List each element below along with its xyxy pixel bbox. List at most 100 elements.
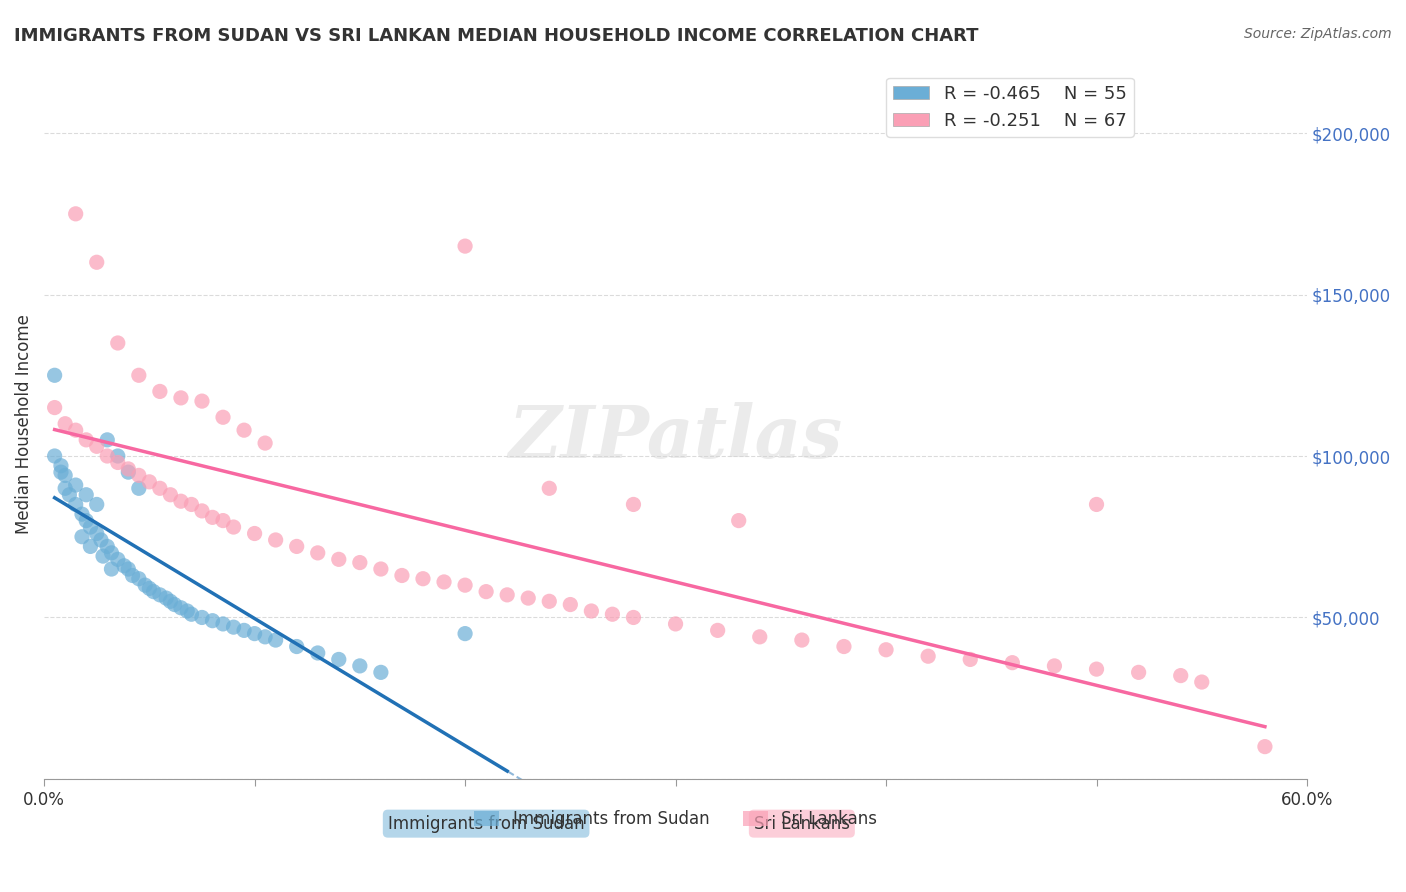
Point: [349, 659, 371, 673]
Point: [433, 574, 456, 589]
Text: Source: ZipAtlas.com: Source: ZipAtlas.com: [1244, 27, 1392, 41]
Point: [212, 410, 235, 425]
Point: [86, 255, 108, 269]
Point: [86, 439, 108, 453]
Point: [149, 588, 172, 602]
Point: [170, 391, 193, 405]
Point: [70, 530, 93, 544]
Legend: Immigrants from Sudan, Sri Lankans: Immigrants from Sudan, Sri Lankans: [468, 803, 883, 835]
Point: [391, 568, 413, 582]
Point: [90, 533, 112, 547]
Point: [454, 626, 477, 640]
Point: [53, 417, 76, 431]
Point: [75, 433, 97, 447]
Point: [1128, 665, 1150, 680]
Text: IMMIGRANTS FROM SUDAN VS SRI LANKAN MEDIAN HOUSEHOLD INCOME CORRELATION CHART: IMMIGRANTS FROM SUDAN VS SRI LANKAN MEDI…: [14, 27, 979, 45]
Point: [201, 614, 224, 628]
Point: [96, 433, 118, 447]
Point: [117, 462, 139, 476]
Point: [496, 588, 519, 602]
Point: [349, 556, 371, 570]
Point: [1085, 662, 1108, 676]
Point: [538, 594, 561, 608]
Text: Sri Lankans: Sri Lankans: [754, 814, 849, 832]
Point: [142, 584, 165, 599]
Point: [454, 578, 477, 592]
Point: [128, 368, 150, 383]
Point: [44, 368, 66, 383]
Point: [917, 649, 939, 664]
Point: [875, 642, 897, 657]
Point: [65, 478, 87, 492]
Point: [201, 510, 224, 524]
Point: [49, 465, 72, 479]
Y-axis label: Median Household Income: Median Household Income: [15, 314, 32, 533]
Point: [128, 468, 150, 483]
Point: [790, 633, 813, 648]
Point: [170, 494, 193, 508]
Point: [412, 572, 434, 586]
Point: [163, 598, 186, 612]
Point: [107, 449, 129, 463]
Point: [134, 578, 156, 592]
Point: [75, 514, 97, 528]
Point: [100, 546, 122, 560]
Point: [86, 498, 108, 512]
Point: [264, 633, 287, 648]
Point: [222, 520, 245, 534]
Point: [748, 630, 770, 644]
Point: [832, 640, 855, 654]
Point: [96, 540, 118, 554]
Point: [79, 540, 101, 554]
Point: [65, 207, 87, 221]
Point: [138, 475, 160, 489]
Point: [706, 624, 728, 638]
Point: [538, 481, 561, 495]
Point: [180, 607, 202, 622]
Point: [149, 481, 172, 495]
Text: Immigrants from Sudan: Immigrants from Sudan: [388, 814, 585, 832]
Point: [370, 562, 392, 576]
Point: [212, 616, 235, 631]
Point: [65, 498, 87, 512]
Point: [107, 455, 129, 469]
Point: [65, 423, 87, 437]
Point: [1001, 656, 1024, 670]
Point: [307, 546, 329, 560]
Point: [44, 449, 66, 463]
Point: [517, 591, 540, 606]
Point: [96, 449, 118, 463]
Point: [959, 652, 981, 666]
Point: [233, 423, 256, 437]
Text: ZIPatlas: ZIPatlas: [509, 402, 842, 474]
Point: [370, 665, 392, 680]
Point: [212, 514, 235, 528]
Point: [623, 610, 645, 624]
Point: [1170, 668, 1192, 682]
Point: [159, 594, 181, 608]
Point: [560, 598, 582, 612]
Point: [602, 607, 624, 622]
Point: [159, 488, 181, 502]
Point: [1254, 739, 1277, 754]
Point: [112, 558, 135, 573]
Point: [1085, 498, 1108, 512]
Point: [475, 584, 498, 599]
Point: [75, 488, 97, 502]
Point: [128, 481, 150, 495]
Point: [176, 604, 198, 618]
Point: [100, 562, 122, 576]
Point: [155, 591, 177, 606]
Point: [121, 568, 143, 582]
Point: [191, 610, 214, 624]
Point: [254, 436, 277, 450]
Point: [243, 626, 266, 640]
Point: [243, 526, 266, 541]
Point: [285, 540, 308, 554]
Point: [180, 498, 202, 512]
Point: [117, 465, 139, 479]
Point: [233, 624, 256, 638]
Point: [285, 640, 308, 654]
Point: [138, 582, 160, 596]
Point: [307, 646, 329, 660]
